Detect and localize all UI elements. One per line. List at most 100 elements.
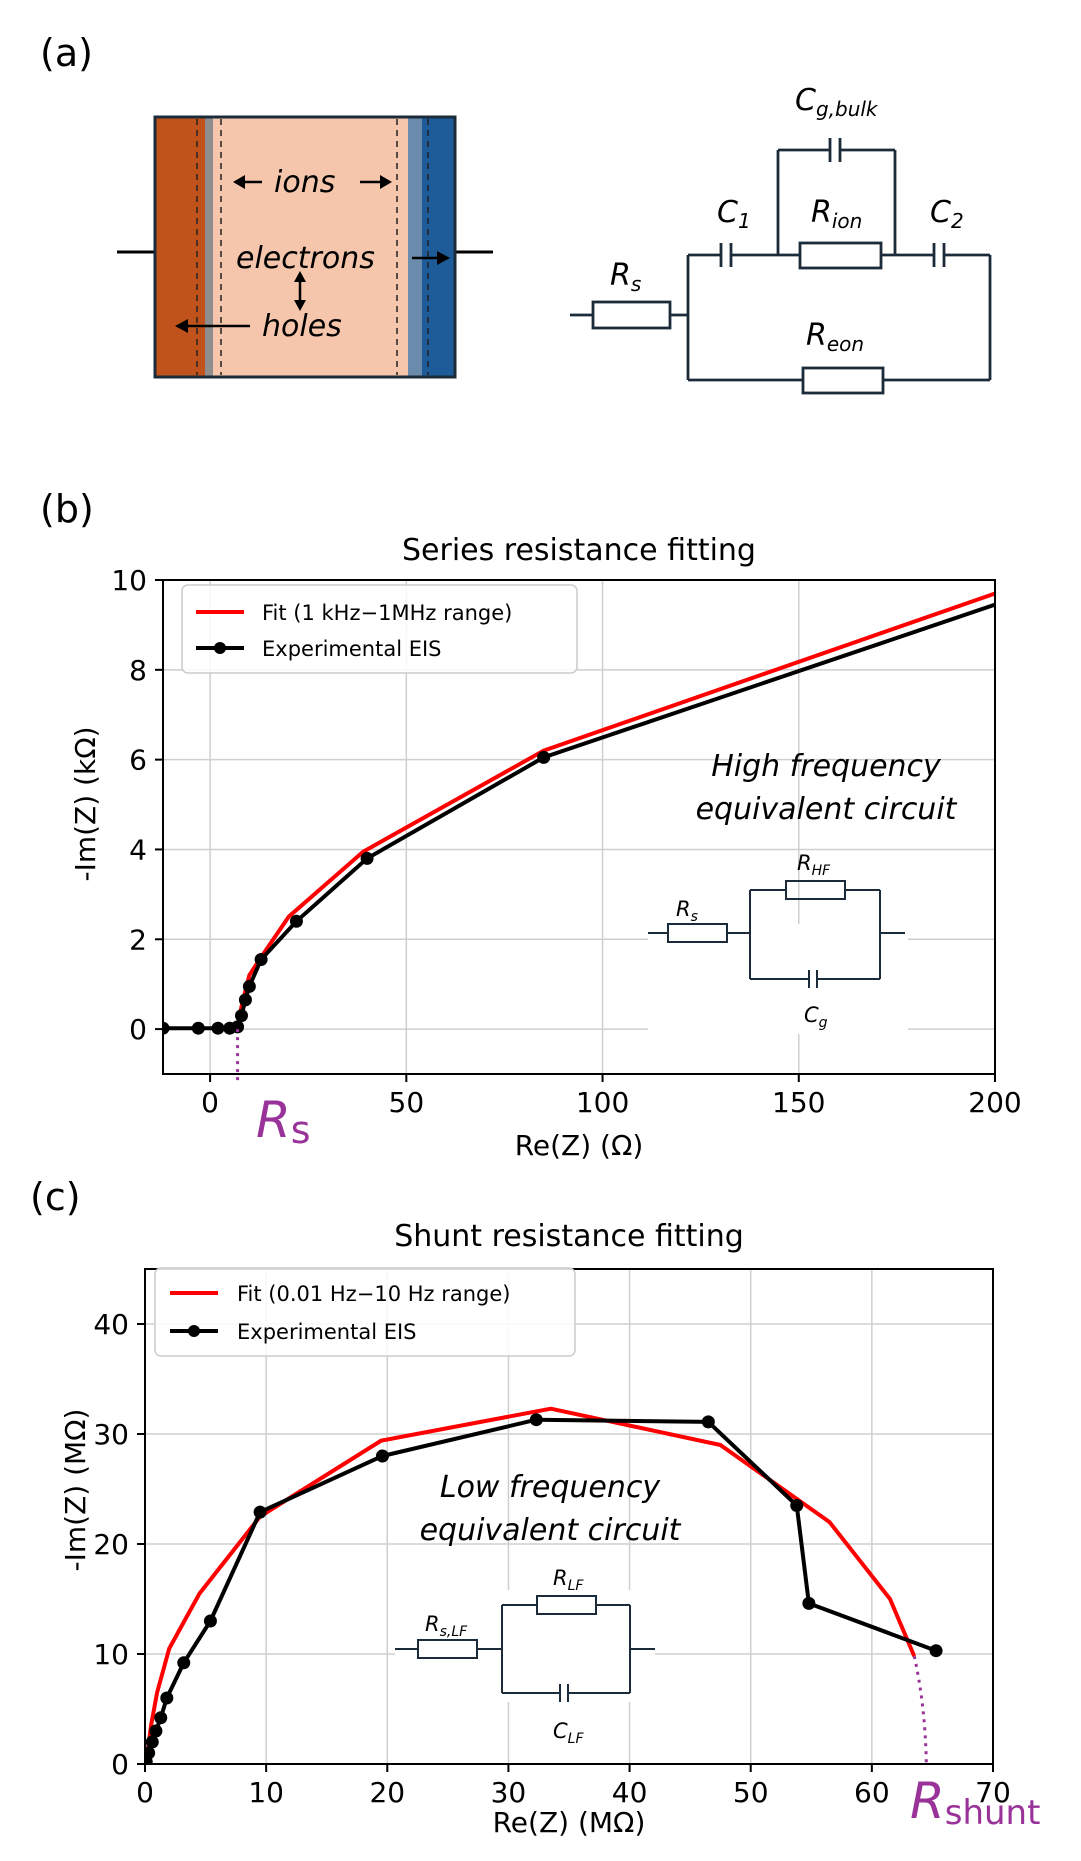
y-tick-label: 0 — [111, 1748, 129, 1781]
chart-c-legend-exp-marker — [188, 1325, 200, 1337]
chart-c-xlabel: Re(Z) (MΩ) — [493, 1806, 646, 1839]
experimental-point — [701, 1415, 715, 1429]
x-tick-label: 0 — [201, 1086, 219, 1119]
y-tick-label: 40 — [93, 1308, 129, 1341]
experimental-point — [203, 1614, 217, 1628]
plot-area — [163, 591, 995, 1035]
cg-bulk-label: Cg,bulk — [795, 83, 879, 121]
x-tick-label: 60 — [854, 1776, 890, 1809]
x-tick-label: 70 — [975, 1776, 1011, 1809]
left-interlayer — [205, 117, 213, 377]
experimental-point — [802, 1596, 816, 1610]
rs-label: Rs — [610, 258, 641, 296]
lf-r-label: RLF — [553, 1566, 584, 1594]
experimental-point — [790, 1499, 804, 1512]
x-tick-label: 100 — [576, 1086, 629, 1119]
x-tick-label: 50 — [733, 1776, 769, 1809]
chart-b-ylabel: -Im(Z) (kΩ) — [69, 726, 102, 881]
experimental-point — [231, 1020, 245, 1034]
y-tick-label: 10 — [93, 1638, 129, 1671]
experimental-point — [529, 1413, 543, 1427]
experimental-point — [360, 851, 374, 865]
experimental-point — [537, 750, 551, 764]
chart-b-series — [163, 591, 995, 1035]
x-tick-label: 50 — [389, 1086, 425, 1119]
hole-arrow-head — [175, 319, 188, 333]
chart-b-inset-circuit — [648, 880, 908, 1034]
panel-c-label: (c) — [30, 1175, 81, 1219]
ion-arrow-right-head — [380, 175, 392, 189]
equivalent-circuit — [570, 138, 992, 395]
rs-resistor — [591, 300, 672, 330]
rs-marker-label: Rs — [256, 1091, 311, 1152]
chart-b-legend-box — [181, 584, 578, 674]
ions-label: ions — [274, 165, 335, 200]
chart-b-legend-fit-label: Fit (1 kHz−1MHz range) — [262, 601, 512, 625]
fit-line — [145, 1406, 917, 1764]
experimental-point — [177, 1656, 191, 1670]
experimental-point — [254, 952, 268, 966]
c1-label: C1 — [717, 195, 751, 233]
chart-b-legend-exp-marker — [214, 642, 226, 654]
chart-c-legend-box — [154, 1267, 576, 1357]
experimental-point — [145, 1746, 156, 1760]
device-outline — [153, 115, 457, 379]
experimental-point — [191, 1021, 205, 1035]
hf-r-resistor — [785, 880, 846, 900]
y-tick-label: 0 — [129, 1013, 147, 1046]
y-tick-label: 6 — [129, 744, 147, 777]
chart-c-series — [145, 1406, 943, 1764]
lf-rs-label: Rs,LF — [425, 1612, 468, 1640]
lf-c-label: CLF — [553, 1719, 584, 1747]
reon-resistor — [801, 366, 885, 395]
chart-b-legend: Fit (1 kHz−1MHz range) Experimental EIS — [181, 584, 578, 674]
electron-arrow-head — [437, 251, 450, 265]
experimental-point — [242, 979, 256, 993]
experimental-point — [149, 1724, 163, 1738]
y-tick-label: 20 — [93, 1528, 129, 1561]
y-tick-label: 8 — [129, 654, 147, 687]
recombination-arrow-up-head — [294, 271, 306, 282]
experimental-point — [211, 1021, 225, 1035]
rshunt-marker-arc — [912, 1655, 928, 1765]
chart-c-legend-exp-label: Experimental EIS — [237, 1320, 417, 1344]
x-tick-label: 200 — [968, 1086, 1021, 1119]
plot-area — [145, 1406, 943, 1764]
electrons-label: electrons — [236, 241, 375, 276]
experimental-point — [160, 1691, 174, 1705]
chart-c-ylabel: -Im(Z) (MΩ) — [59, 1409, 92, 1572]
x-tick-label: 30 — [491, 1776, 527, 1809]
chart-c-legend-fit-label: Fit (0.01 Hz−10 Hz range) — [237, 1282, 510, 1306]
electron-transport-electrode — [422, 117, 455, 377]
chart-c-inset-circuit — [395, 1590, 655, 1702]
rshunt-marker-label: Rshunt — [910, 1772, 1040, 1833]
hf-r-label: RHF — [797, 851, 831, 879]
x-tick-label: 150 — [772, 1086, 825, 1119]
right-interlayer — [408, 117, 422, 377]
experimental-point — [253, 1505, 267, 1519]
panel-a-label: (a) — [40, 31, 93, 75]
recombination-arrow-down-head — [294, 300, 306, 311]
rion-label: Rion — [811, 195, 862, 233]
hole-transport-electrode — [155, 117, 213, 377]
device-stack: ions electrons holes — [117, 115, 493, 379]
rion-resistor — [798, 241, 883, 270]
x-tick-label: 0 — [136, 1776, 154, 1809]
x-tick-label: 40 — [612, 1776, 648, 1809]
chart-b-ticks: 0 50 100 150 200 0 2 4 6 8 10 — [111, 564, 1021, 1119]
experimental-point — [234, 1009, 248, 1023]
experimental-point — [238, 993, 252, 1007]
chart-c-title: Shunt resistance fitting — [394, 1219, 744, 1254]
chart-b-annotation-line1: High frequency — [711, 749, 942, 784]
chart-b-legend-exp-label: Experimental EIS — [262, 637, 442, 661]
y-tick-label: 10 — [111, 564, 147, 597]
y-tick-label: 4 — [129, 833, 147, 866]
experimental-point — [375, 1449, 389, 1463]
chart-c-legend: Fit (0.01 Hz−10 Hz range) Experimental E… — [154, 1267, 576, 1357]
x-tick-label: 10 — [248, 1776, 284, 1809]
experimental-point — [289, 914, 303, 928]
experimental-point — [154, 1711, 168, 1725]
experimental-point — [145, 1735, 159, 1749]
x-tick-label: 20 — [369, 1776, 405, 1809]
chart-c-annotation-line2: equivalent circuit — [420, 1513, 682, 1548]
